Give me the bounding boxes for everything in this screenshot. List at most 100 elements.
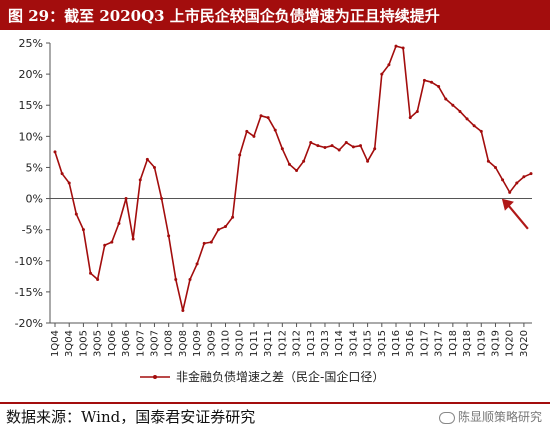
figure-title-bar: 图 29：截至 2020Q3 上市民企较国企负债增速为正且持续提升 xyxy=(0,0,550,28)
x-tick-label: 1Q05 xyxy=(78,330,89,357)
x-tick-label: 3Q18 xyxy=(462,330,473,357)
watermark-text: 陈显顺策略研究 xyxy=(457,410,542,424)
data-point xyxy=(430,80,434,84)
data-point xyxy=(458,109,462,113)
data-point xyxy=(224,225,228,229)
x-tick-label: 3Q05 xyxy=(93,330,104,357)
data-point xyxy=(89,271,93,275)
data-point xyxy=(67,181,71,185)
x-tick-label: 1Q07 xyxy=(135,330,146,357)
data-point xyxy=(188,277,192,281)
data-point xyxy=(465,117,469,121)
data-point xyxy=(302,159,306,163)
figure-title: 图 29：截至 2020Q3 上市民企较国企负债增速为正且持续提升 xyxy=(8,7,440,25)
data-point xyxy=(508,190,512,194)
x-tick-label: 3Q07 xyxy=(149,330,160,357)
data-point xyxy=(238,153,242,157)
legend-entry-label: 非金融负债增速之差（民企-国企口径） xyxy=(176,369,384,384)
data-point xyxy=(295,169,299,173)
data-point xyxy=(486,159,490,163)
line-chart: -20%-15%-10%-5%0%5%10%15%20%25%1Q04 3Q04 1… xyxy=(15,37,533,384)
x-tick-label: 3Q19 xyxy=(490,330,501,357)
data-point xyxy=(273,128,277,132)
y-tick-label: 15% xyxy=(19,99,43,112)
trend-arrow-head xyxy=(501,198,514,211)
data-point xyxy=(380,72,384,76)
data-point xyxy=(195,262,199,266)
source-note: 数据来源：Wind，国泰君安证券研究 xyxy=(6,408,256,426)
data-point xyxy=(266,116,270,120)
x-tick-label: 3Q17 xyxy=(434,330,445,357)
y-tick-label: 5% xyxy=(26,161,43,174)
data-point xyxy=(415,109,419,113)
x-tick-label: 1Q10 xyxy=(221,330,232,357)
x-tick-label: 1Q11 xyxy=(249,330,260,357)
data-point xyxy=(81,228,85,232)
y-tick-label: -5% xyxy=(22,224,43,237)
data-point xyxy=(501,178,505,182)
y-tick-label: -15% xyxy=(15,286,43,299)
data-point xyxy=(216,228,220,232)
x-tick-label: 1Q18 xyxy=(448,330,459,357)
x-tick-label: 3Q09 xyxy=(206,330,217,357)
data-point xyxy=(117,221,121,225)
x-tick-label: 3Q06 xyxy=(121,330,132,357)
data-point xyxy=(422,78,426,82)
trend-arrow-shaft xyxy=(507,204,529,230)
data-point xyxy=(181,309,185,313)
x-tick-label: 3Q10 xyxy=(235,330,246,357)
y-tick-label: -20% xyxy=(15,317,43,330)
data-point xyxy=(124,197,128,201)
data-point xyxy=(202,241,206,245)
x-tick-label: 1Q08 xyxy=(164,330,175,357)
data-point xyxy=(330,144,334,148)
data-point xyxy=(74,212,78,216)
data-point xyxy=(287,162,291,166)
data-point xyxy=(280,147,284,151)
x-tick-label: 1Q20 xyxy=(505,330,516,357)
x-tick-label: 1Q04 xyxy=(50,330,61,357)
annotation-layer xyxy=(501,198,529,230)
x-tick-label: 1Q06 xyxy=(107,330,118,357)
data-point xyxy=(110,240,114,244)
x-tick-label: 1Q19 xyxy=(476,330,487,357)
data-point xyxy=(60,172,64,176)
wechat-icon xyxy=(438,411,455,424)
x-tick-label: 1Q09 xyxy=(192,330,203,357)
x-tick-label: 1Q14 xyxy=(334,330,345,357)
x-tick-label: 3Q14 xyxy=(348,330,359,357)
data-point xyxy=(529,172,533,176)
y-tick-label: 10% xyxy=(19,130,43,143)
data-point xyxy=(245,129,249,133)
data-point xyxy=(437,85,441,89)
data-point xyxy=(323,146,327,150)
x-tick-label: 1Q17 xyxy=(419,330,430,357)
x-tick-label: 1Q16 xyxy=(391,330,402,357)
x-tick-label: 1Q12 xyxy=(277,330,288,357)
data-point xyxy=(138,178,142,182)
x-tick-label: 3Q12 xyxy=(292,330,303,357)
series-layer xyxy=(53,44,533,313)
data-point xyxy=(394,44,398,48)
data-point xyxy=(145,157,149,161)
title-divider xyxy=(0,28,550,30)
data-point xyxy=(366,159,370,163)
data-point xyxy=(152,165,156,169)
x-tick-label: 3Q04 xyxy=(64,330,75,357)
data-point xyxy=(344,141,348,145)
x-tick-label: 1Q15 xyxy=(363,330,374,357)
data-point xyxy=(53,150,57,154)
data-point xyxy=(387,63,391,67)
data-point xyxy=(351,145,355,149)
data-point xyxy=(479,129,483,133)
y-tick-label: -10% xyxy=(15,255,43,268)
y-tick-label: 0% xyxy=(26,193,43,206)
data-point xyxy=(373,147,377,151)
data-point xyxy=(209,240,213,244)
data-point xyxy=(259,114,263,118)
data-point xyxy=(515,181,519,185)
data-point xyxy=(96,277,100,281)
data-point xyxy=(231,215,235,219)
data-point xyxy=(337,148,341,152)
data-point xyxy=(167,234,171,238)
